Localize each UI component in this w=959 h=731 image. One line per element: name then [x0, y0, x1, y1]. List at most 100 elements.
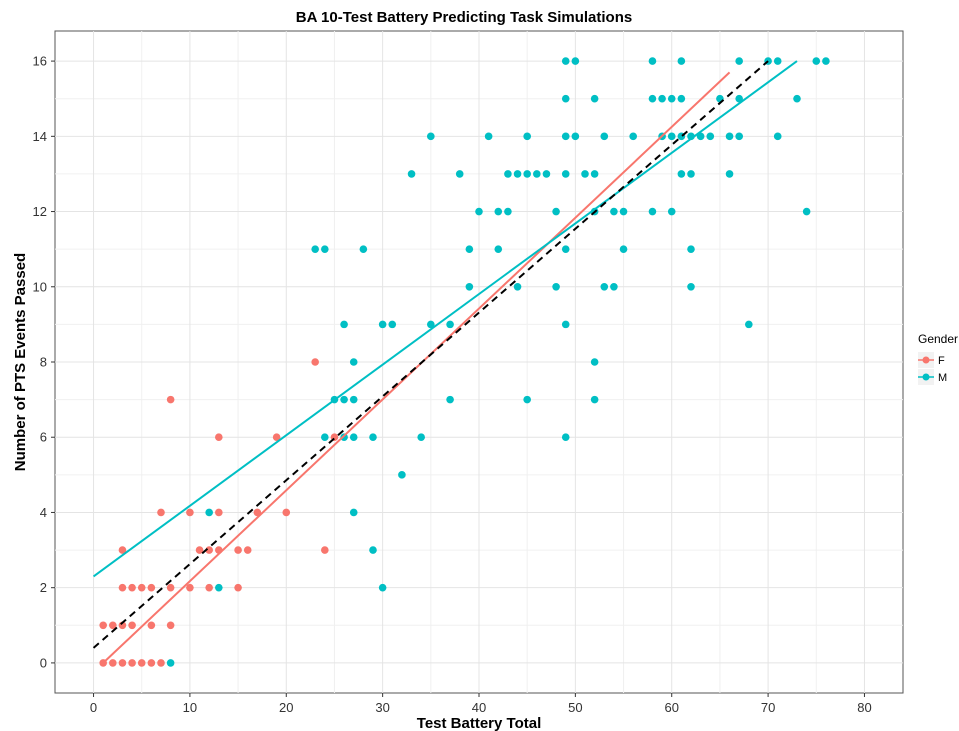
y-tick-label: 8 — [40, 355, 47, 370]
point-M — [349, 433, 358, 442]
point-M — [687, 245, 695, 253]
point-F — [99, 621, 107, 630]
point-M — [455, 170, 464, 178]
point-M — [533, 170, 541, 178]
point-M — [494, 207, 503, 216]
point-M — [215, 583, 223, 592]
point-M — [629, 132, 637, 141]
point-M — [735, 132, 743, 141]
point-M — [561, 57, 570, 65]
y-tick-label: 2 — [40, 580, 47, 595]
legend-key-point — [922, 373, 930, 381]
point-M — [561, 433, 570, 442]
x-tick-label: 50 — [568, 700, 582, 715]
y-tick-label: 16 — [33, 54, 47, 69]
point-M — [359, 245, 368, 253]
point-M — [667, 207, 676, 216]
point-F — [147, 583, 156, 592]
point-M — [321, 433, 329, 442]
point-M — [590, 170, 599, 178]
point-M — [725, 132, 734, 141]
point-F — [166, 395, 175, 404]
point-F — [215, 433, 223, 442]
point-F — [137, 659, 146, 667]
point-M — [552, 207, 560, 216]
point-M — [349, 508, 358, 517]
point-F — [118, 659, 127, 667]
point-M — [321, 245, 329, 253]
point-F — [311, 358, 319, 366]
x-tick-label: 40 — [472, 700, 486, 715]
point-M — [773, 57, 782, 65]
x-tick-label: 20 — [279, 700, 293, 715]
point-M — [340, 320, 348, 329]
point-F — [253, 508, 262, 517]
point-M — [677, 170, 686, 178]
fit-line-F — [102, 71, 731, 664]
fit-lines — [92, 60, 798, 664]
y-tick-label: 6 — [40, 430, 47, 445]
point-M — [687, 170, 695, 178]
point-F — [157, 508, 165, 517]
point-F — [186, 583, 194, 592]
chart-title: BA 10-Test Battery Predicting Task Simul… — [296, 9, 632, 26]
point-M — [504, 207, 512, 216]
point-M — [590, 358, 599, 366]
point-M — [523, 132, 531, 141]
point-M — [205, 508, 213, 517]
point-F — [118, 546, 127, 554]
point-F — [128, 583, 136, 592]
point-F — [147, 659, 156, 667]
point-M — [513, 282, 522, 291]
point-F — [186, 508, 194, 517]
legend: Gender FM — [918, 332, 958, 385]
point-F — [272, 433, 281, 442]
point-M — [590, 94, 599, 103]
x-tick-label: 60 — [664, 700, 678, 715]
point-F — [234, 583, 242, 592]
y-tick-label: 0 — [40, 655, 47, 670]
point-F — [205, 583, 213, 592]
point-F — [109, 659, 117, 667]
point-M — [427, 132, 435, 141]
point-F — [137, 583, 146, 592]
point-M — [581, 170, 589, 178]
point-M — [802, 207, 811, 216]
point-M — [619, 207, 628, 216]
y-tick-label: 12 — [33, 204, 47, 219]
point-M — [696, 132, 705, 141]
point-M — [561, 94, 570, 103]
x-tick-label: 80 — [857, 700, 871, 715]
legend-label-M: M — [938, 372, 947, 384]
point-F — [128, 659, 136, 667]
fit-line-M — [92, 60, 798, 578]
point-M — [648, 207, 657, 216]
point-M — [542, 170, 551, 178]
point-M — [446, 395, 454, 404]
point-M — [340, 395, 348, 404]
point-F — [215, 508, 223, 517]
legend-label-F: F — [938, 355, 945, 367]
point-M — [571, 132, 580, 141]
y-tick-label: 4 — [40, 505, 47, 520]
point-F — [282, 508, 291, 517]
point-M — [773, 132, 782, 141]
point-F — [195, 546, 204, 554]
point-M — [166, 659, 175, 667]
point-M — [484, 132, 493, 141]
point-M — [590, 395, 599, 404]
point-M — [369, 546, 377, 554]
point-M — [513, 170, 522, 178]
y-tick-label: 14 — [33, 129, 47, 144]
data-points — [99, 57, 830, 667]
point-M — [677, 57, 686, 65]
y-axis-title: Number of PTS Events Passed — [12, 253, 29, 471]
point-M — [378, 583, 387, 592]
point-M — [812, 57, 821, 65]
point-F — [128, 621, 136, 630]
point-M — [610, 207, 618, 216]
point-M — [427, 320, 435, 329]
point-M — [561, 320, 570, 329]
point-M — [600, 282, 609, 291]
point-M — [378, 320, 387, 329]
